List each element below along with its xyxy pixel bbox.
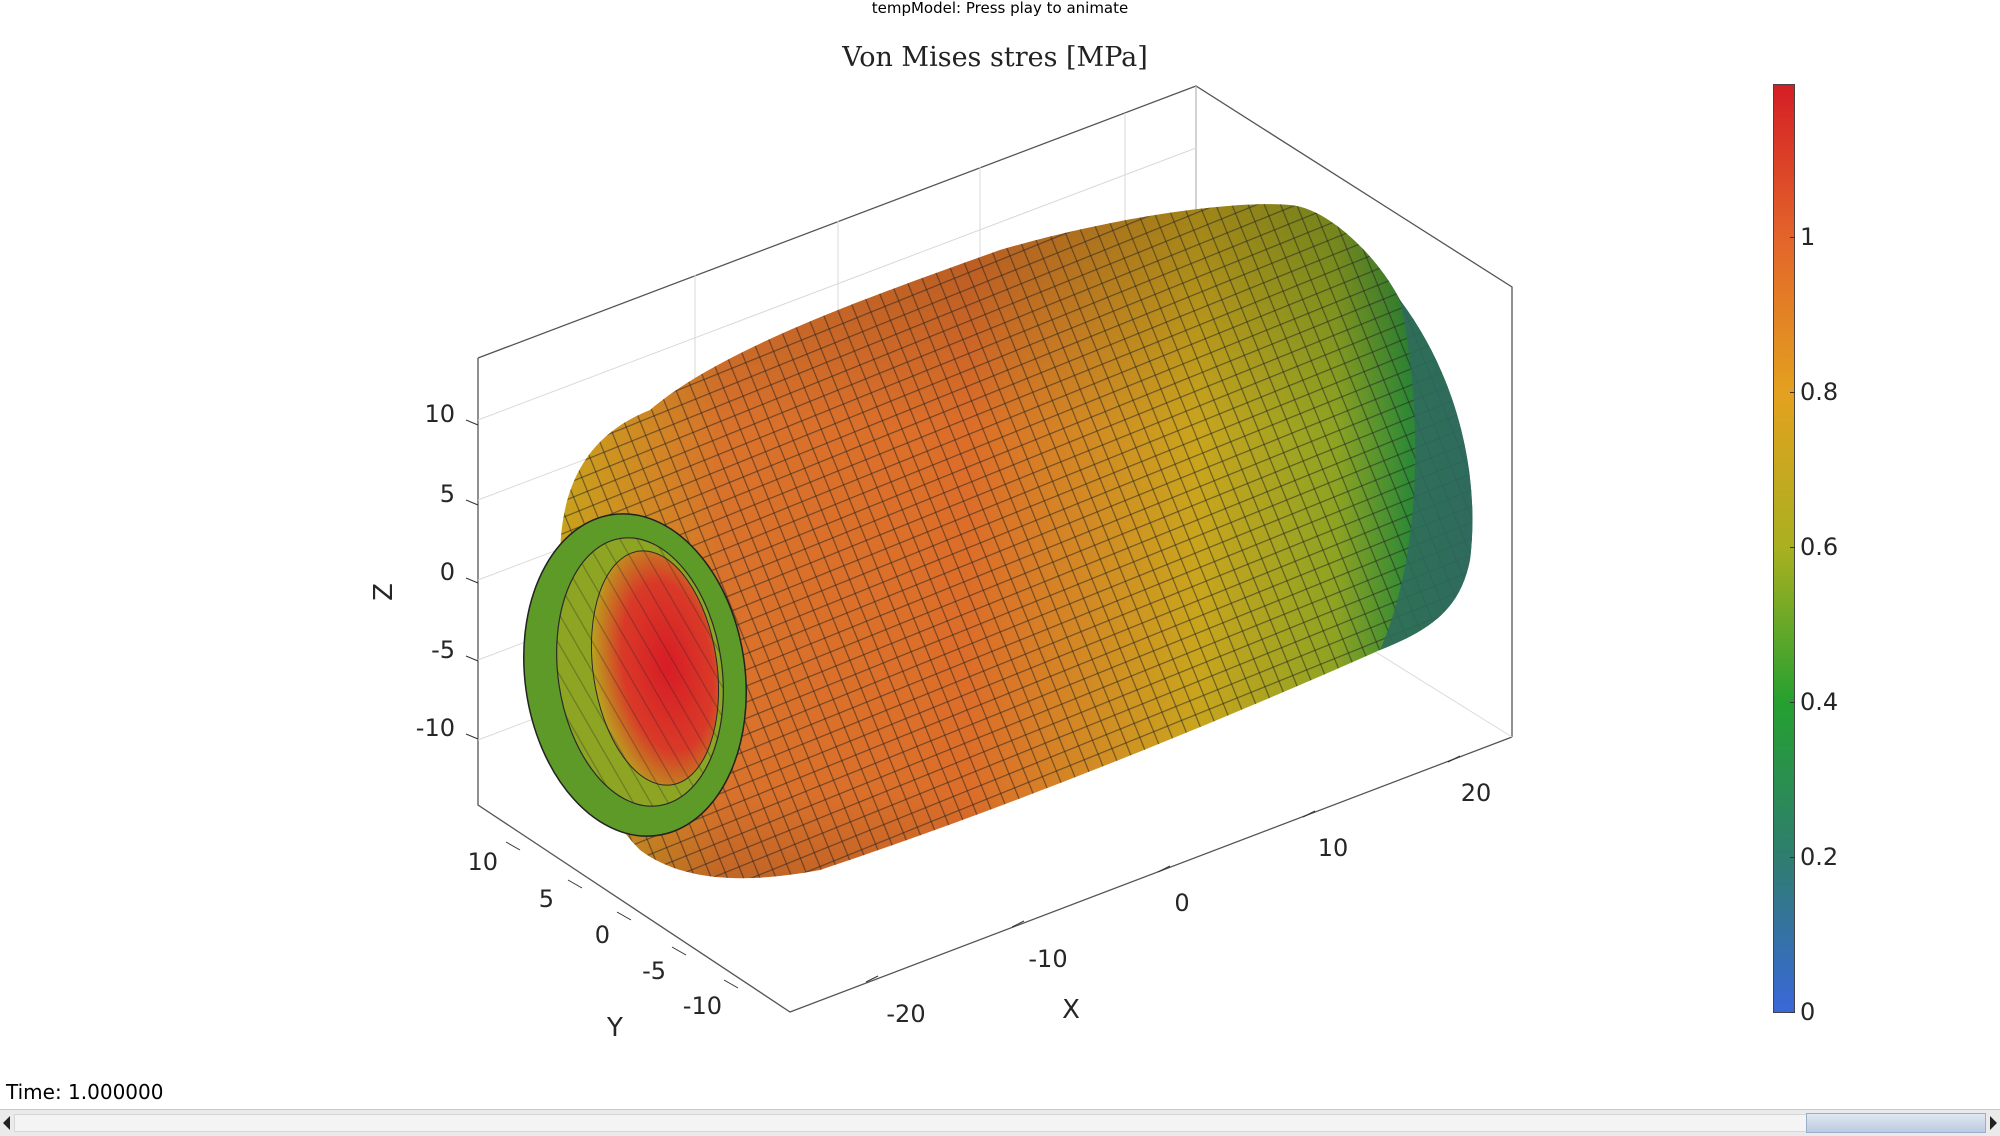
colorbar	[1773, 84, 1795, 1013]
colorbar-tick-mark	[1790, 1012, 1795, 1013]
scroll-left-arrow-icon[interactable]	[0, 1110, 14, 1136]
x-tick: 20	[1461, 779, 1492, 807]
von-mises-surface	[523, 204, 1473, 879]
time-readout: Time: 1.000000	[6, 1080, 164, 1104]
colorbar-tick-mark	[1790, 392, 1795, 393]
colorbar-tick-mark	[1790, 547, 1795, 548]
x-axis-label: X	[1062, 995, 1080, 1025]
z-tick: -5	[431, 636, 455, 664]
x-tick: 10	[1318, 834, 1349, 862]
3d-axes[interactable]: 10 5 0 -5 -10 Z 10 5 0 -5 -10 Y -20 -10 …	[0, 0, 2000, 1100]
slider-thumb[interactable]	[1806, 1113, 1986, 1133]
scroll-right-arrow-icon[interactable]	[1986, 1110, 2000, 1136]
z-tick: 10	[424, 400, 455, 428]
slider-track[interactable]	[14, 1114, 1986, 1132]
colorbar-label: 0.6	[1800, 533, 1839, 561]
z-axis: 10 5 0 -5 -10 Z	[369, 400, 479, 742]
colorbar-label: 0.2	[1800, 843, 1839, 871]
y-tick: 5	[539, 885, 554, 913]
y-tick: 10	[467, 848, 498, 876]
colorbar-label: 0.4	[1800, 688, 1839, 716]
y-tick: -10	[683, 992, 722, 1020]
colorbar-tick-mark	[1790, 702, 1795, 703]
z-tick: -10	[416, 714, 455, 742]
y-tick: -5	[642, 957, 666, 985]
x-tick: 0	[1174, 889, 1189, 917]
colorbar-label: 0	[1800, 998, 1816, 1026]
colorbar-label: 0.8	[1800, 378, 1839, 406]
y-tick: 0	[595, 921, 610, 949]
y-axis-label: Y	[606, 1013, 623, 1043]
time-slider[interactable]	[0, 1109, 2000, 1136]
z-tick: 0	[440, 558, 455, 586]
z-tick: 5	[440, 480, 455, 508]
x-axis: -20 -10 0 10 20 X	[865, 755, 1492, 1028]
x-tick: -20	[886, 1000, 925, 1028]
colorbar-tick-mark	[1790, 237, 1795, 238]
colorbar-label: 1	[1800, 223, 1816, 251]
colorbar-tick-mark	[1790, 857, 1795, 858]
x-tick: -10	[1028, 945, 1067, 973]
window-title: tempModel: Press play to animate	[871, 0, 1129, 17]
plot-title: Von Mises stres [MPa]	[842, 42, 1148, 73]
y-axis: 10 5 0 -5 -10 Y	[467, 841, 739, 1043]
z-axis-label: Z	[369, 583, 399, 601]
